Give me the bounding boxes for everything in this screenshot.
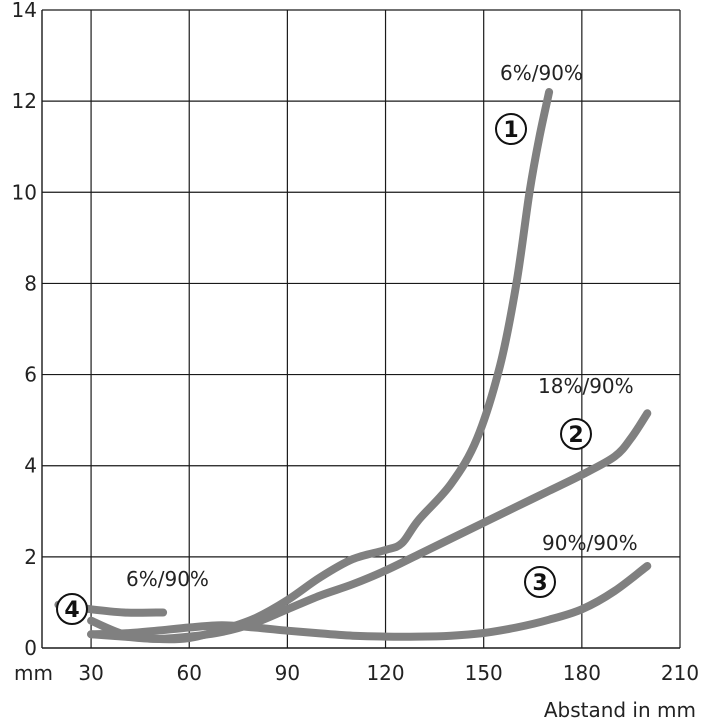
marker-number: 2	[568, 423, 583, 448]
x-unit-label: mm	[14, 661, 53, 685]
y-tick-label: 14	[12, 0, 37, 22]
marker-circle	[56, 593, 88, 625]
series-2-name: 18%/90%	[538, 374, 634, 398]
y-tick-label: 2	[24, 545, 37, 569]
x-tick-label: 180	[563, 661, 601, 685]
marker-circle	[560, 418, 592, 450]
series-4-name: 6%/90%	[126, 567, 209, 591]
series-labels: 6%/90% 1 18%/90% 2 90%/90% 3 6%/90% 4	[56, 61, 638, 625]
marker-number: 1	[503, 118, 518, 143]
y-tick-label: 0	[24, 636, 37, 660]
y-tick-label: 12	[12, 89, 37, 113]
y-tick-label: 4	[24, 454, 37, 478]
series-3-marker: 3	[524, 566, 556, 598]
y-tick-label: 6	[24, 363, 37, 387]
marker-circle	[524, 566, 556, 598]
x-tick-label: 150	[465, 661, 503, 685]
x-tick-label: 60	[177, 661, 202, 685]
x-tick-label: 210	[661, 661, 699, 685]
x-tick-label: 120	[366, 661, 404, 685]
series-1-marker: 1	[495, 113, 527, 145]
y-tick-label: 8	[24, 271, 37, 295]
series-4-marker: 4	[56, 593, 88, 625]
x-tick-label: 90	[275, 661, 300, 685]
x-tick-label: 30	[78, 661, 103, 685]
y-tick-label: 10	[12, 180, 37, 204]
series-3-line	[87, 562, 652, 641]
x-axis-title: Abstand in mm	[544, 698, 696, 720]
marker-number: 4	[64, 598, 79, 623]
series-2-marker: 2	[560, 418, 592, 450]
series-2-line	[87, 409, 652, 643]
series-1-name: 6%/90%	[500, 61, 583, 85]
grid	[41, 9, 681, 649]
marker-number: 3	[532, 571, 547, 596]
series-3-name: 90%/90%	[542, 531, 638, 555]
marker-circle	[495, 113, 527, 145]
